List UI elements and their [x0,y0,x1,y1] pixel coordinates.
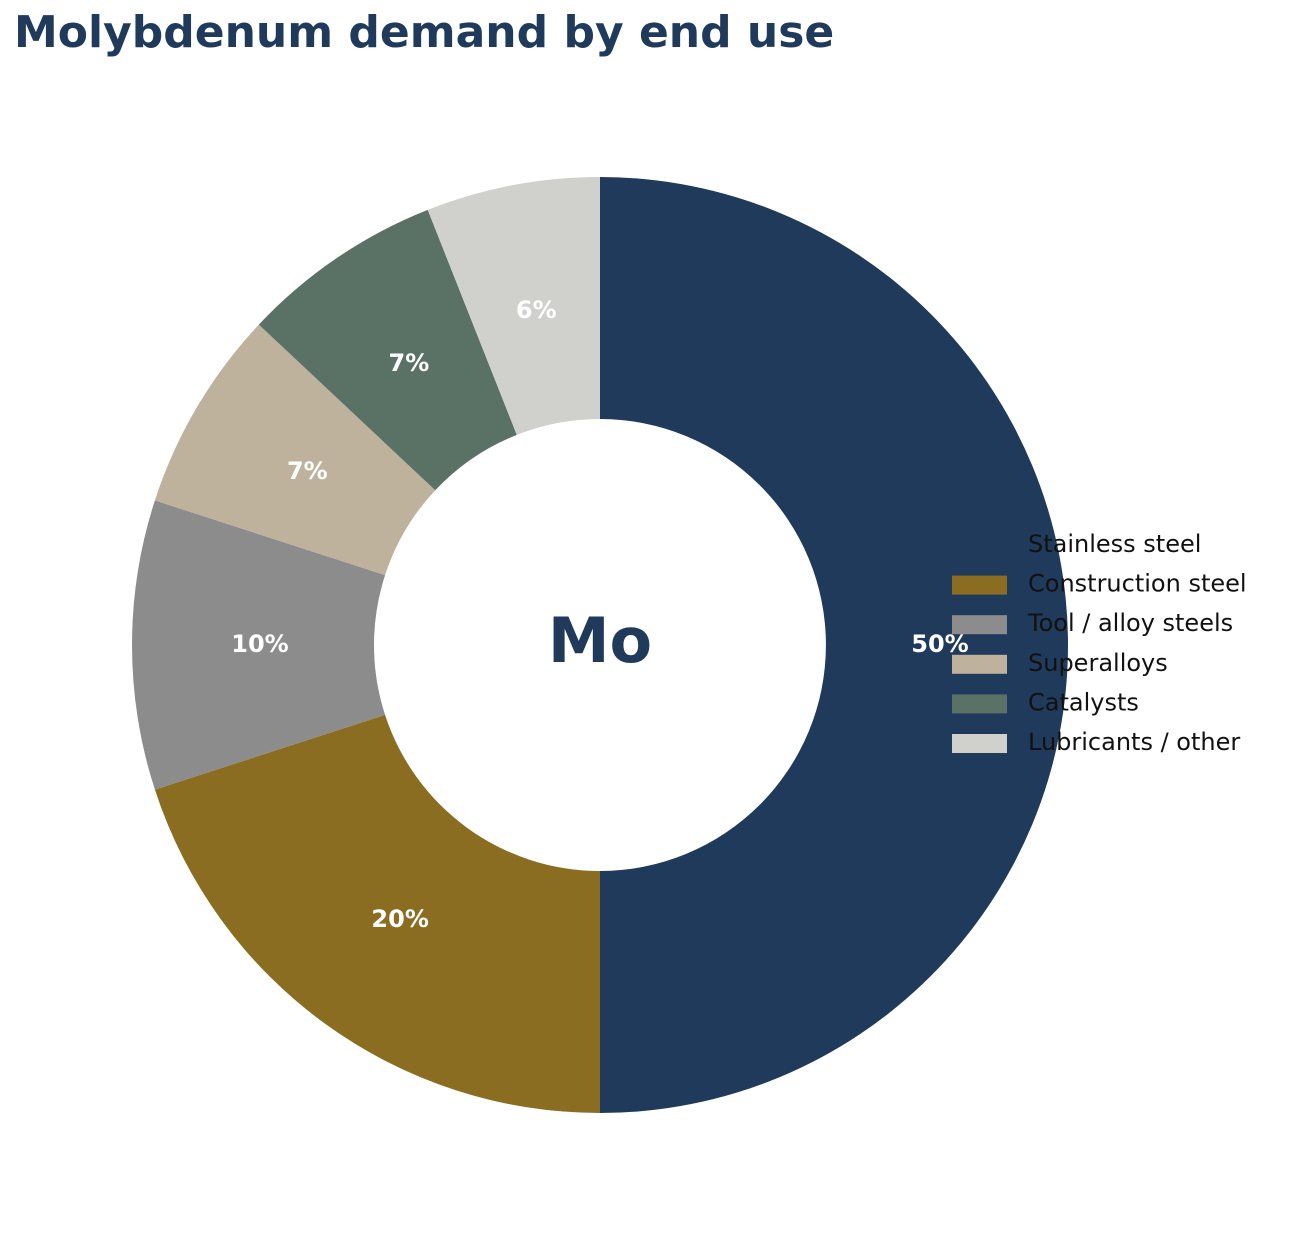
value-label: 20% [371,905,428,933]
donut-slice [427,177,600,435]
donut-slice [600,177,1068,1113]
legend-label: Lubricants / other [1028,728,1240,756]
legend-swatch [952,654,1007,674]
legend-swatch [952,615,1007,635]
legend-swatch [952,734,1007,753]
donut-slice [154,324,436,576]
value-label: 10% [231,630,288,658]
value-label: 7% [389,349,430,377]
donut-slice [154,714,600,1113]
legend-swatch [952,536,1007,555]
center-label: Mo [548,604,652,677]
legend-label: Superalloys [1028,649,1168,677]
legend-label: Tool / alloy steels [1027,609,1233,637]
legend-label: Catalysts [1028,688,1139,716]
value-label: 7% [287,457,328,485]
legend-swatch [952,575,1007,595]
donut-slice [132,500,386,790]
donut-slice [258,209,517,491]
legend-label: Stainless steel [1028,530,1201,558]
legend-label: Construction steel [1028,570,1247,598]
value-label: 6% [516,296,557,324]
chart-title: Molybdenum demand by end use [14,7,834,58]
legend-swatch [952,694,1007,714]
value-label: 50% [911,630,968,658]
